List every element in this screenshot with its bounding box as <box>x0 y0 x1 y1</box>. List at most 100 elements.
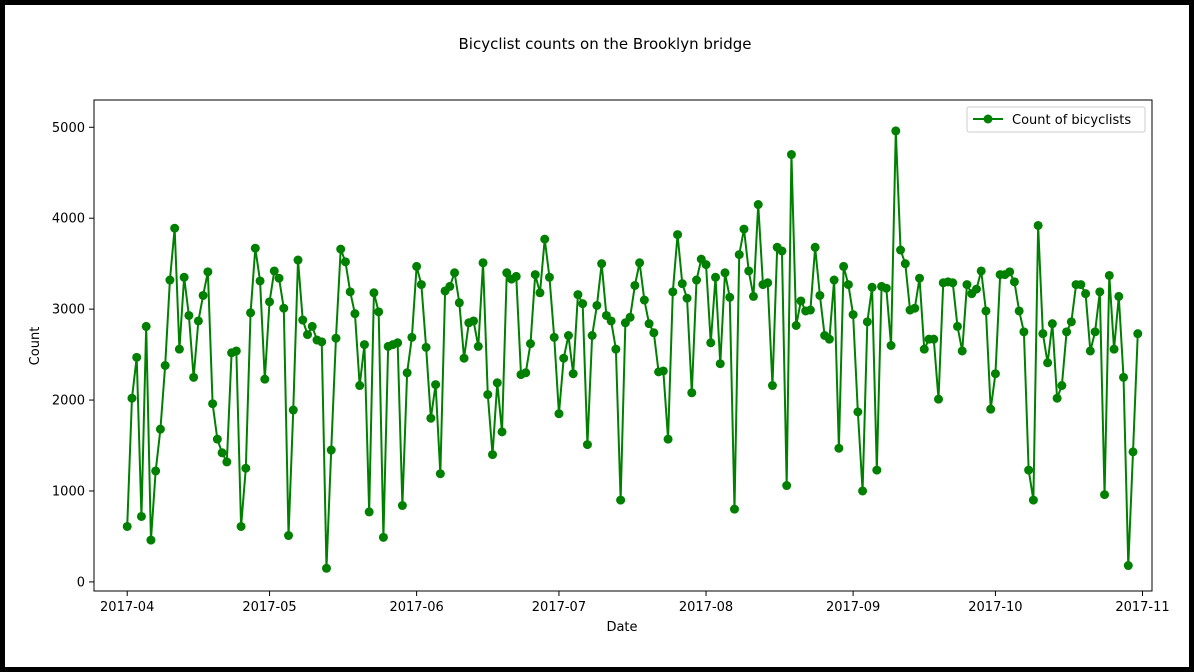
data-point <box>1033 220 1043 230</box>
data-point <box>246 308 256 318</box>
y-axis: 0 1000 2000 3000 4000 5000 <box>52 121 94 590</box>
data-point <box>160 361 170 370</box>
data-point <box>815 290 825 300</box>
y-tick-label: 2000 <box>52 394 85 409</box>
data-point <box>729 504 739 514</box>
data-point <box>748 291 758 301</box>
data-point <box>393 338 403 348</box>
data-point <box>639 295 649 305</box>
data-point <box>488 450 498 460</box>
data-point <box>829 275 839 285</box>
data-point <box>649 328 659 338</box>
data-point <box>881 283 891 293</box>
data-point <box>208 399 218 409</box>
data-point <box>843 280 853 290</box>
data-point <box>122 521 132 531</box>
data-point <box>568 369 578 379</box>
data-point <box>1128 447 1138 457</box>
data-point <box>578 299 588 309</box>
data-point <box>886 341 896 350</box>
data-point <box>469 316 479 326</box>
data-point <box>791 321 801 330</box>
data-point <box>132 352 142 362</box>
data-point <box>303 330 312 340</box>
data-point <box>777 246 787 256</box>
data-point <box>706 338 716 348</box>
data-point <box>492 378 502 388</box>
data-point <box>1062 327 1072 337</box>
data-point <box>796 296 806 306</box>
data-point <box>497 427 507 437</box>
data-point <box>284 531 294 541</box>
data-point <box>682 293 692 303</box>
data-point <box>976 266 986 276</box>
data-point <box>203 267 213 277</box>
data-point <box>1043 358 1053 368</box>
data-point <box>378 532 388 542</box>
data-point <box>692 275 702 285</box>
data-point <box>824 334 834 344</box>
data-point <box>1095 287 1105 297</box>
data-point <box>127 393 137 403</box>
data-point <box>753 200 763 210</box>
x-tick-label: 2017-10 <box>968 600 1022 615</box>
data-point <box>189 372 199 382</box>
data-point <box>269 266 279 276</box>
data-point <box>454 298 464 308</box>
data-point <box>369 288 379 298</box>
data-point <box>321 563 331 573</box>
data-point <box>1085 346 1095 356</box>
data-point <box>934 394 943 404</box>
x-tick-label: 2017-08 <box>679 600 733 615</box>
data-point <box>867 282 877 292</box>
data-point <box>957 346 967 356</box>
data-point <box>426 413 436 423</box>
data-point <box>155 424 165 434</box>
data-point <box>663 434 673 444</box>
data-point <box>616 495 626 505</box>
data-point <box>307 321 317 331</box>
data-point <box>834 443 844 453</box>
data-point <box>1057 381 1067 391</box>
data-point <box>231 346 241 356</box>
series-layer <box>122 126 1143 573</box>
data-point <box>236 521 246 531</box>
data-point <box>407 332 417 342</box>
data-point <box>986 404 996 414</box>
data-point <box>739 224 749 234</box>
data-point <box>1123 561 1133 571</box>
data-point <box>416 280 426 290</box>
y-tick-label: 5000 <box>52 121 85 136</box>
x-tick-label: 2017-06 <box>389 600 443 615</box>
data-point <box>971 284 981 294</box>
data-point <box>1052 393 1062 403</box>
data-point <box>1133 329 1143 339</box>
data-point <box>293 255 303 265</box>
data-point <box>170 223 180 233</box>
data-point <box>592 300 602 310</box>
data-point <box>848 310 858 320</box>
data-point <box>359 340 369 350</box>
data-point <box>374 307 384 317</box>
data-point <box>141 321 151 331</box>
data-point <box>355 381 365 391</box>
data-point <box>948 278 958 288</box>
plot-area <box>93 99 1153 592</box>
data-point <box>544 272 554 282</box>
data-point <box>635 258 645 268</box>
data-point <box>1024 465 1034 475</box>
data-point <box>397 501 407 511</box>
data-point <box>1081 289 1091 299</box>
data-point <box>782 481 792 491</box>
data-point <box>222 457 232 467</box>
data-point <box>502 268 512 278</box>
data-point <box>1014 306 1024 316</box>
data-point <box>910 303 920 313</box>
x-tick-label: 2017-11 <box>1115 600 1169 615</box>
data-point <box>350 309 360 319</box>
data-point <box>554 409 564 419</box>
data-point <box>459 353 469 363</box>
data-point <box>919 344 929 354</box>
data-point <box>174 344 184 354</box>
